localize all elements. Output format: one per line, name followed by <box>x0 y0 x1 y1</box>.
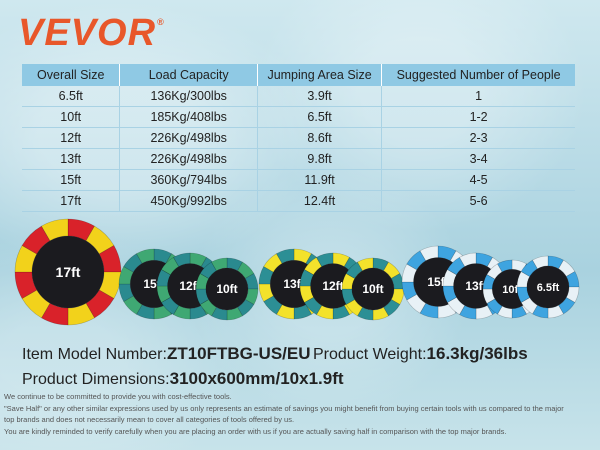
disclaimer-line: You are kindly reminded to verify carefu… <box>4 426 507 436</box>
trampoline-size-label: 10ft <box>216 282 237 296</box>
dimensions-line: Product Dimensions:3100x600mm/10x1.9ft <box>22 369 344 389</box>
header-overall-size: Overall Size <box>22 64 121 86</box>
cell-area: 12.4ft <box>257 190 383 212</box>
cell-area: 3.9ft <box>257 86 383 107</box>
disclaimer-line: "Save Half" or any other similar express… <box>4 403 564 413</box>
trampoline-size-label: 13ft <box>283 277 304 291</box>
cell-people: 1-2 <box>381 106 575 128</box>
cell-size: 15ft <box>22 169 121 191</box>
trampoline: 6.5ft <box>516 255 580 319</box>
model-number-line: Item Model Number:ZT10FTBG-US/EU <box>22 344 311 364</box>
spec-table: Overall Size Load Capacity Jumping Area … <box>22 64 575 212</box>
trampoline-size-label: 17ft <box>56 264 81 280</box>
trampoline-size-label: 12ft <box>179 279 200 293</box>
cell-size: 10ft <box>22 106 121 128</box>
cell-size: 6.5ft <box>22 86 121 107</box>
cell-people: 1 <box>381 86 575 107</box>
cell-size: 12ft <box>22 127 121 149</box>
trampoline-group-yellow-teal: 13ft 12ft 10ft <box>258 248 405 321</box>
cell-area: 6.5ft <box>257 106 383 128</box>
cell-load: 226Kg/498lbs <box>119 148 258 170</box>
cell-load: 360Kg/794lbs <box>119 169 258 191</box>
model-number-value: ZT10FTBG-US/EU <box>166 344 311 363</box>
product-lineup: 17ft 15ft 12ft 10ft 13ft 12ft 10ft 15ft 13ft 1… <box>14 218 580 326</box>
trampoline: 10ft <box>341 257 405 321</box>
header-load-capacity: Load Capacity <box>119 64 258 86</box>
product-weight-label: Product Weight: <box>313 346 427 363</box>
cell-people: 5-6 <box>381 190 575 212</box>
table-row: 15ft 360Kg/794lbs 11.9ft 4-5 <box>22 169 575 191</box>
disclaimer-line: top brands and does not necessarily mean… <box>4 415 295 424</box>
trampoline-group-blue-white: 15ft 13ft 10ft 6.5ft <box>401 245 580 320</box>
cell-area: 9.8ft <box>257 148 383 170</box>
dimensions-value: 3100x600mm/10x1.9ft <box>169 369 344 388</box>
cell-load: 226Kg/498lbs <box>119 127 258 149</box>
trampoline-size-label: 10ft <box>362 282 383 296</box>
cell-people: 3-4 <box>381 148 575 170</box>
table-row: 13ft 226Kg/498lbs 9.8ft 3-4 <box>22 148 575 170</box>
trampoline-size-label: 12ft <box>322 279 343 293</box>
cell-load: 450Kg/992lbs <box>119 190 258 212</box>
disclaimer-line: We continue to be committed to provide y… <box>4 392 232 401</box>
dimensions-label: Product Dimensions: <box>22 371 170 388</box>
table-row: 17ft 450Kg/992lbs 12.4ft 5-6 <box>22 190 575 212</box>
header-people: Suggested Number of People <box>381 64 575 86</box>
product-weight-value: 16.3kg/36lbs <box>426 344 528 363</box>
cell-people: 2-3 <box>381 127 575 149</box>
cell-load: 185Kg/408lbs <box>119 106 258 128</box>
table-row: 6.5ft 136Kg/300lbs 3.9ft 1 <box>22 86 575 107</box>
model-number-label: Item Model Number: <box>22 346 167 363</box>
trampoline: 12ft <box>299 252 367 320</box>
cell-people: 4-5 <box>381 169 575 191</box>
cell-size: 13ft <box>22 148 121 170</box>
trampoline: 17ft <box>14 218 122 326</box>
vevor-logo: VEVOR® <box>18 12 165 54</box>
table-header-row: Overall Size Load Capacity Jumping Area … <box>22 64 575 86</box>
product-weight-line: Product Weight:16.3kg/36lbs <box>313 344 528 364</box>
disclaimer: We continue to be committed to provide y… <box>4 391 596 437</box>
trampoline-size-label: 13ft <box>465 279 486 293</box>
trampoline-size-label: 6.5ft <box>537 282 560 294</box>
cell-area: 8.6ft <box>257 127 383 149</box>
trampoline-group-teal-green: 15ft 12ft 10ft <box>118 248 259 321</box>
cell-area: 11.9ft <box>257 169 383 191</box>
cell-load: 136Kg/300lbs <box>119 86 258 107</box>
trampoline-group-red-yellow: 17ft <box>14 218 122 326</box>
table-row: 12ft 226Kg/498lbs 8.6ft 2-3 <box>22 127 575 149</box>
trampoline: 10ft <box>195 257 259 321</box>
header-jumping-area: Jumping Area Size <box>257 64 383 86</box>
table-row: 10ft 185Kg/408lbs 6.5ft 1-2 <box>22 106 575 128</box>
cell-size: 17ft <box>22 190 121 212</box>
